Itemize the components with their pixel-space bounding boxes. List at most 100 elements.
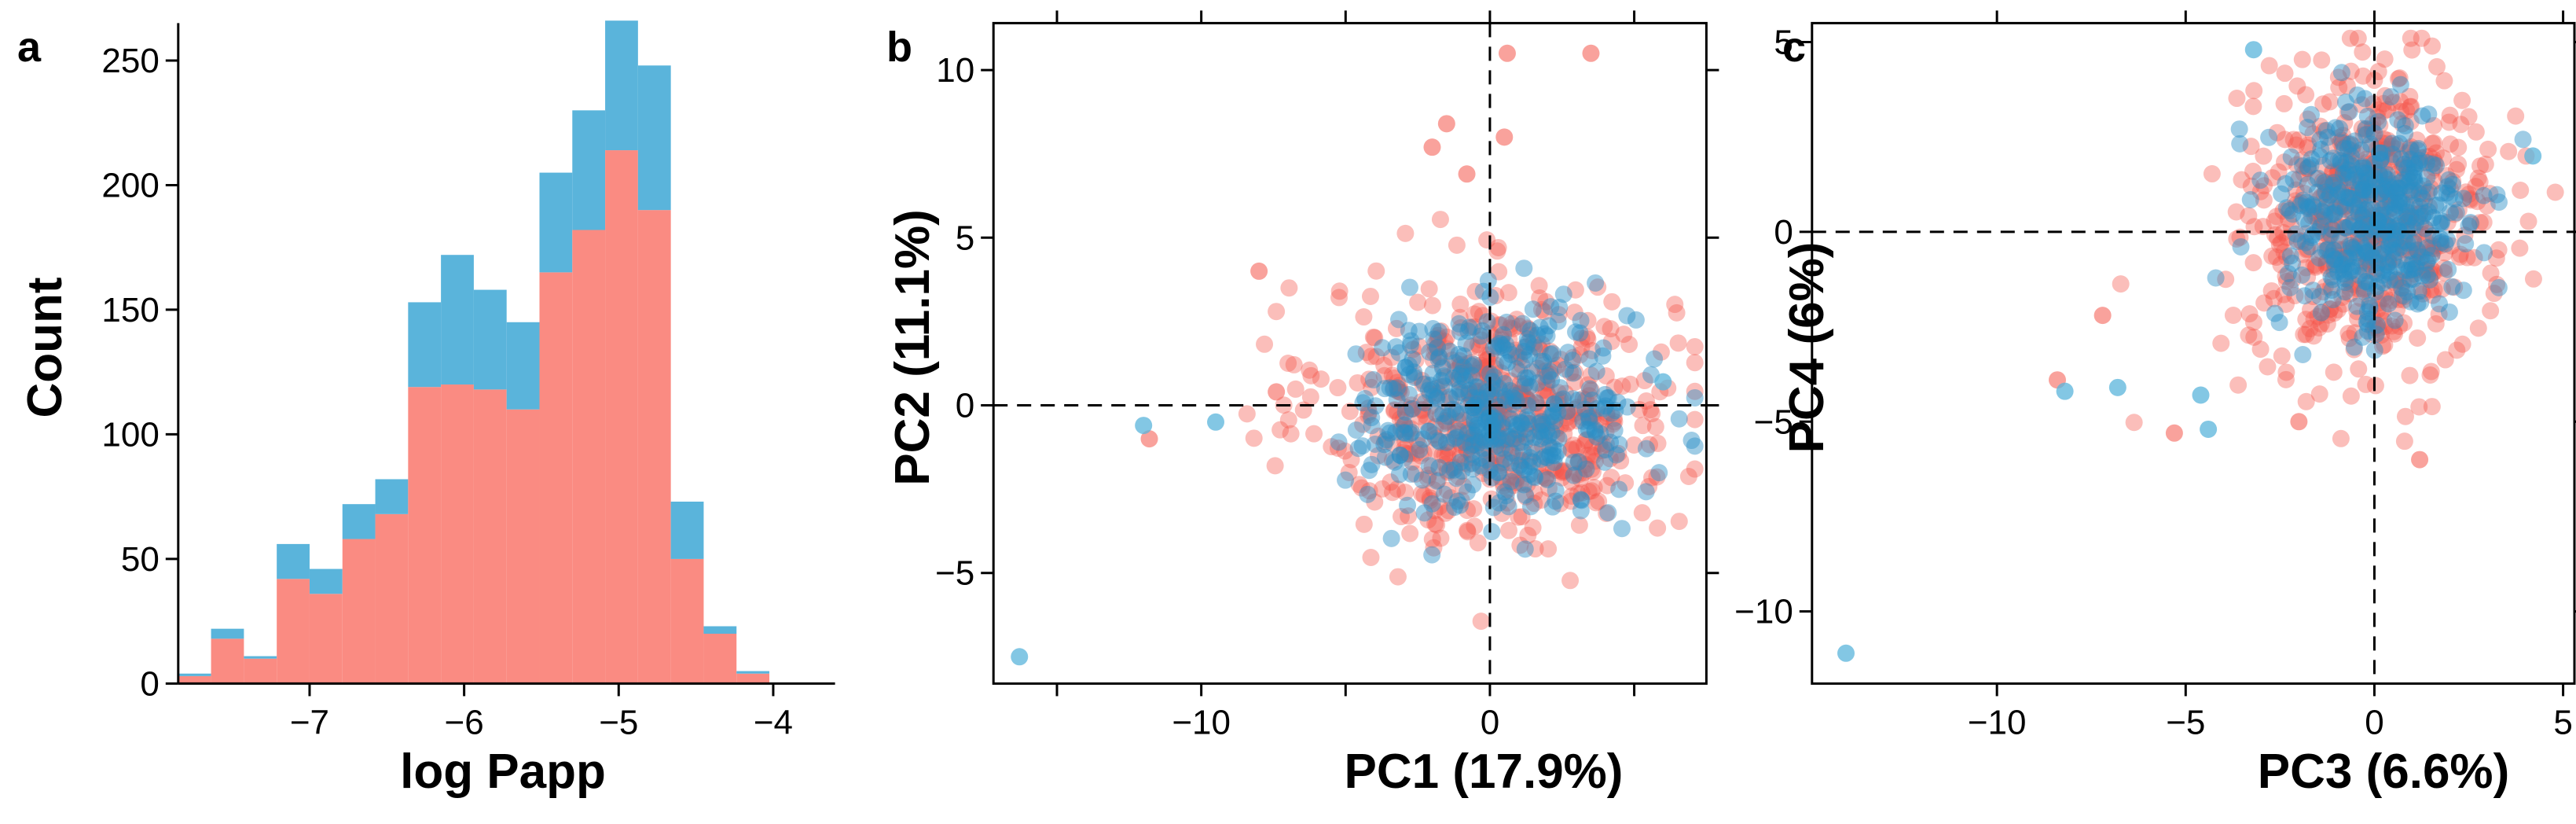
blue-point xyxy=(1478,383,1496,401)
red-point xyxy=(2342,152,2360,170)
red-outlier-point xyxy=(1498,44,1516,62)
blue-point xyxy=(1545,395,1563,414)
blue-point xyxy=(2334,255,2352,273)
red-point xyxy=(2314,223,2332,241)
blue-point xyxy=(2378,166,2396,184)
blue-point xyxy=(2418,266,2436,284)
red-point xyxy=(1480,391,1498,409)
x-tick-label: −7 xyxy=(290,703,329,741)
blue-point xyxy=(2409,142,2427,160)
blue-point xyxy=(2357,273,2375,291)
red-point xyxy=(2412,149,2430,167)
red-point xyxy=(2442,237,2460,255)
blue-point xyxy=(2405,156,2424,174)
blue-point xyxy=(1446,354,1464,372)
blue-point xyxy=(1514,476,1532,494)
red-point xyxy=(1459,502,1477,520)
red-point xyxy=(2421,270,2439,288)
red-point xyxy=(2341,165,2359,183)
red-point xyxy=(2358,254,2376,272)
red-point xyxy=(1583,341,1602,359)
red-point xyxy=(1472,356,1490,374)
red-point xyxy=(1536,469,1554,487)
blue-point xyxy=(2337,188,2355,206)
blue-outlier-point xyxy=(1207,413,1225,431)
blue-point xyxy=(1543,498,1561,516)
red-point xyxy=(2387,275,2405,293)
blue-point xyxy=(1411,322,1429,340)
red-point xyxy=(1390,383,1408,401)
red-point xyxy=(1455,411,1473,429)
blue-point xyxy=(2367,326,2385,344)
blue-point xyxy=(2398,283,2416,301)
red-point xyxy=(2310,385,2328,403)
red-point xyxy=(2355,245,2373,263)
red-point xyxy=(1540,479,1558,497)
red-point xyxy=(2437,167,2455,185)
blue-point xyxy=(2378,182,2396,200)
blue-point xyxy=(1554,390,1572,408)
blue-point xyxy=(1598,389,1616,407)
blue-point xyxy=(1364,371,1382,389)
blue-point xyxy=(2369,212,2387,230)
blue-point xyxy=(2405,181,2423,199)
blue-point xyxy=(1613,520,1631,538)
blue-point xyxy=(1481,409,1499,427)
red-point xyxy=(2392,279,2410,297)
red-point xyxy=(2265,289,2283,307)
red-point xyxy=(1468,432,1486,451)
red-point xyxy=(1330,282,1349,300)
red-point xyxy=(1569,454,1587,472)
blue-point xyxy=(2379,257,2397,275)
red-point xyxy=(1584,447,1602,465)
blue-point xyxy=(2432,234,2450,252)
red-point xyxy=(1433,378,1451,396)
red-point xyxy=(1482,312,1500,330)
blue-point xyxy=(2357,174,2375,192)
blue-point xyxy=(2427,156,2445,175)
red-point xyxy=(2315,204,2333,222)
red-point xyxy=(2458,248,2476,267)
blue-point xyxy=(1363,455,1381,473)
blue-point xyxy=(1559,344,1577,362)
red-point xyxy=(1280,279,1298,297)
y-tick-label: 200 xyxy=(101,166,159,204)
red-point xyxy=(2287,181,2305,199)
red-point xyxy=(2395,291,2413,309)
blue-point xyxy=(1539,426,1558,444)
red-point xyxy=(1499,410,1517,428)
red-point xyxy=(1459,355,1477,373)
red-point xyxy=(2395,314,2413,332)
blue-point xyxy=(1451,366,1469,384)
x-tick-label: −5 xyxy=(2166,703,2205,741)
blue-point xyxy=(2440,303,2458,321)
blue-point xyxy=(2398,203,2416,221)
blue-point xyxy=(2384,241,2402,259)
red-point xyxy=(2354,67,2372,85)
blue-point xyxy=(1523,362,1541,381)
blue-point xyxy=(2332,154,2350,172)
red-point xyxy=(2339,270,2358,289)
blue-point xyxy=(2358,272,2376,290)
red-point xyxy=(2335,295,2353,313)
blue-point xyxy=(2390,190,2408,208)
red-point xyxy=(2511,239,2529,257)
blue-point xyxy=(1599,504,1617,522)
blue-point xyxy=(2381,271,2399,289)
histogram-bar-lower xyxy=(375,513,409,684)
histogram-bar-upper xyxy=(637,65,671,211)
red-point xyxy=(1566,363,1584,381)
blue-point xyxy=(2391,238,2409,256)
red-point xyxy=(1597,435,1615,453)
blue-point xyxy=(1399,496,1417,514)
red-point xyxy=(2307,204,2325,223)
red-point xyxy=(1536,469,1554,487)
red-point xyxy=(1439,443,1457,462)
blue-point xyxy=(2438,178,2457,196)
red-point xyxy=(1490,263,1508,281)
blue-point xyxy=(1587,274,1605,292)
red-point xyxy=(2424,286,2442,304)
red-point xyxy=(1400,445,1418,463)
blue-point xyxy=(2384,250,2402,268)
red-point xyxy=(2299,240,2317,258)
